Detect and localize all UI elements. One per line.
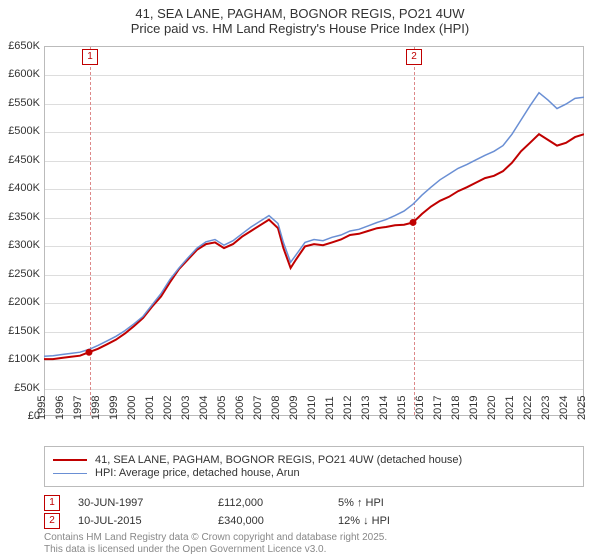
x-axis-label: 1995 (36, 396, 48, 420)
x-axis-label: 2009 (288, 396, 300, 420)
x-axis-label: 2000 (126, 396, 138, 420)
sales-date: 30-JUN-1997 (78, 497, 218, 509)
x-axis-label: 2013 (360, 396, 372, 420)
x-axis-label: 2020 (486, 396, 498, 420)
y-axis-label: £350K (0, 211, 40, 223)
x-axis-label: 2023 (540, 396, 552, 420)
sales-price: £340,000 (218, 515, 338, 527)
marker-dot (86, 349, 93, 356)
series-line (44, 93, 584, 357)
x-axis-label: 2017 (432, 396, 444, 420)
x-axis-label: 2006 (234, 396, 246, 420)
x-axis-label: 2007 (252, 396, 264, 420)
title-sub: Price paid vs. HM Land Registry's House … (0, 21, 600, 36)
y-axis-label: £500K (0, 125, 40, 137)
sales-marker: 1 (44, 495, 60, 511)
x-axis-label: 2001 (144, 396, 156, 420)
footnote-line2: This data is licensed under the Open Gov… (44, 544, 387, 556)
footnote: Contains HM Land Registry data © Crown c… (44, 532, 387, 556)
y-axis-label: £100K (0, 353, 40, 365)
y-axis-label: £600K (0, 68, 40, 80)
footnote-line1: Contains HM Land Registry data © Crown c… (44, 532, 387, 544)
y-axis-label: £150K (0, 325, 40, 337)
legend-label: 41, SEA LANE, PAGHAM, BOGNOR REGIS, PO21… (95, 454, 462, 466)
root: 41, SEA LANE, PAGHAM, BOGNOR REGIS, PO21… (0, 0, 600, 560)
title-main: 41, SEA LANE, PAGHAM, BOGNOR REGIS, PO21… (0, 6, 600, 21)
marker-label: 2 (406, 49, 422, 65)
x-axis-label: 2005 (216, 396, 228, 420)
sales-row: 1 30-JUN-1997£112,0005% ↑ HPI (44, 494, 478, 512)
chart-area: £0£50K£100K£150K£200K£250K£300K£350K£400… (44, 46, 584, 416)
legend-item: HPI: Average price, detached house, Arun (53, 467, 575, 479)
y-axis-label: £550K (0, 97, 40, 109)
x-axis-label: 1996 (54, 396, 66, 420)
x-axis-label: 2025 (576, 396, 588, 420)
y-axis-label: £0 (0, 410, 40, 422)
x-axis-label: 2016 (414, 396, 426, 420)
marker-label: 1 (82, 49, 98, 65)
series-line (44, 134, 584, 359)
x-axis-label: 1998 (90, 396, 102, 420)
x-axis-label: 2022 (522, 396, 534, 420)
sales-date: 10-JUL-2015 (78, 515, 218, 527)
x-axis-label: 2018 (450, 396, 462, 420)
marker-dot (410, 219, 417, 226)
y-axis-label: £450K (0, 154, 40, 166)
x-axis-label: 2015 (396, 396, 408, 420)
title-block: 41, SEA LANE, PAGHAM, BOGNOR REGIS, PO21… (0, 0, 600, 38)
y-axis-label: £50K (0, 382, 40, 394)
series-svg (44, 46, 584, 416)
y-axis-label: £400K (0, 182, 40, 194)
x-axis-label: 2008 (270, 396, 282, 420)
x-axis-label: 1997 (72, 396, 84, 420)
legend-label: HPI: Average price, detached house, Arun (95, 467, 300, 479)
x-axis-label: 1999 (108, 396, 120, 420)
x-axis-label: 2024 (558, 396, 570, 420)
legend-item: 41, SEA LANE, PAGHAM, BOGNOR REGIS, PO21… (53, 454, 575, 466)
sales-price: £112,000 (218, 497, 338, 509)
x-axis-label: 2004 (198, 396, 210, 420)
y-axis-label: £200K (0, 296, 40, 308)
sales-pct: 5% ↑ HPI (338, 497, 478, 509)
x-axis-label: 2011 (324, 396, 336, 420)
y-axis-label: £250K (0, 268, 40, 280)
legend-swatch (53, 473, 87, 474)
legend: 41, SEA LANE, PAGHAM, BOGNOR REGIS, PO21… (44, 446, 584, 487)
x-axis-label: 2010 (306, 396, 318, 420)
x-axis-label: 2012 (342, 396, 354, 420)
x-axis-label: 2014 (378, 396, 390, 420)
x-axis-label: 2002 (162, 396, 174, 420)
y-axis-label: £300K (0, 239, 40, 251)
sales-row: 2 10-JUL-2015£340,00012% ↓ HPI (44, 512, 478, 530)
y-axis-label: £650K (0, 40, 40, 52)
x-axis-label: 2019 (468, 396, 480, 420)
sales-pct: 12% ↓ HPI (338, 515, 478, 527)
sales-table: 1 30-JUN-1997£112,0005% ↑ HPI 2 10-JUL-2015… (44, 494, 478, 530)
sales-marker: 2 (44, 513, 60, 529)
x-axis-label: 2021 (504, 396, 516, 420)
legend-swatch (53, 459, 87, 461)
x-axis-label: 2003 (180, 396, 192, 420)
